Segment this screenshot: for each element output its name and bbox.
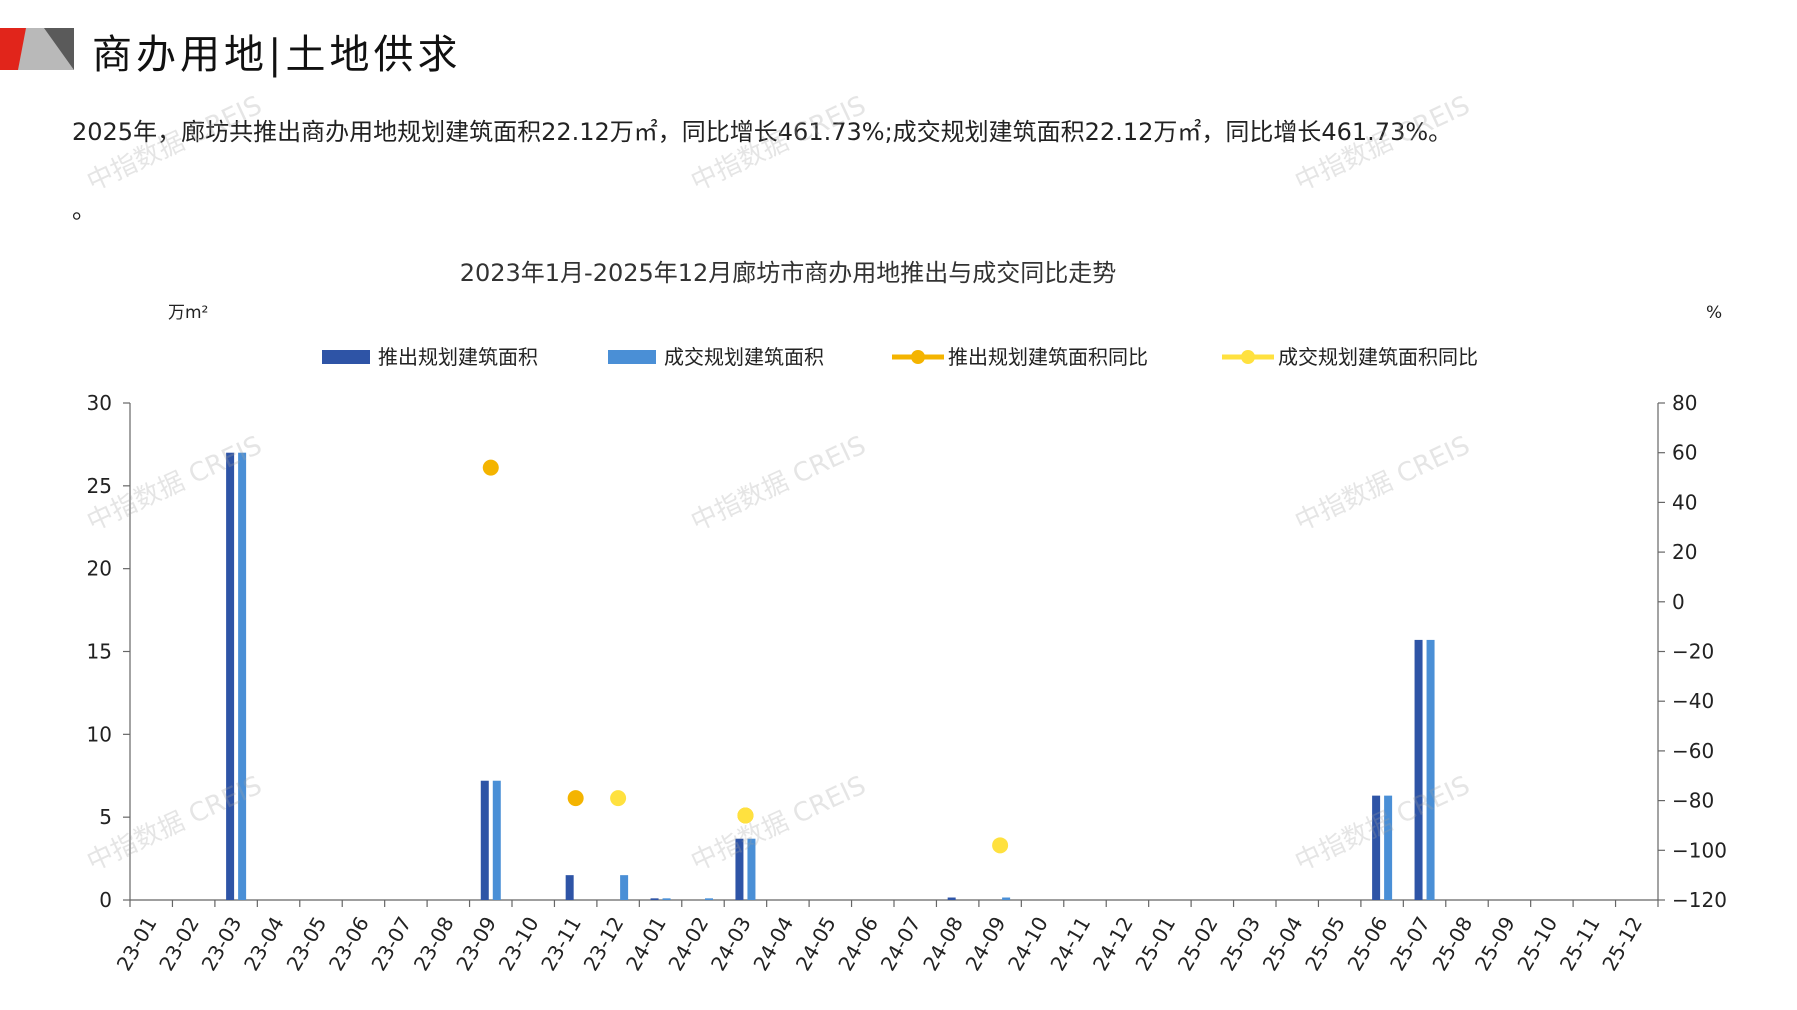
point-supply-yoy	[482, 459, 499, 476]
legend-label-2: 成交规划建筑面积	[664, 345, 824, 369]
bar-deal	[747, 838, 756, 900]
point-deal-yoy	[610, 790, 627, 807]
page-title: 商办用地|土地供求	[92, 32, 462, 78]
x-tick-label: 25-03	[1215, 913, 1265, 975]
y2-tick-label: 40	[1672, 490, 1697, 514]
legend-label-4: 成交规划建筑面积同比	[1278, 345, 1478, 369]
x-tick-label: 24-11	[1045, 913, 1095, 975]
y-tick-label: 10	[87, 722, 112, 746]
x-tick-label: 25-06	[1343, 913, 1393, 975]
bar-supply	[947, 897, 956, 900]
chart-title: 2023年1月-2025年12月廊坊市商办用地推出与成交同比走势	[460, 259, 1117, 287]
x-tick-label: 25-02	[1173, 913, 1223, 975]
summary-text-2: 。	[72, 196, 96, 224]
x-tick-label: 24-12	[1088, 913, 1138, 975]
x-tick-label: 25-05	[1300, 913, 1350, 975]
x-tick-label: 25-11	[1555, 913, 1605, 975]
y2-tick-label: −60	[1672, 739, 1714, 763]
bar-supply	[1372, 795, 1381, 900]
y2-tick-label: −40	[1672, 689, 1714, 713]
y2-tick-label: 20	[1672, 540, 1697, 564]
legend-label-3: 推出规划建筑面积同比	[948, 345, 1148, 369]
x-tick-label: 24-06	[833, 913, 883, 975]
y-tick-label: 15	[87, 640, 112, 664]
x-tick-label: 25-12	[1597, 913, 1647, 975]
x-tick-label: 24-09	[961, 913, 1011, 975]
x-tick-label: 25-01	[1130, 913, 1180, 975]
x-tick-label: 24-07	[876, 913, 926, 975]
bar-deal	[662, 898, 671, 900]
y-axis-label: 万m²	[168, 303, 208, 323]
bar-supply	[650, 898, 659, 900]
x-tick-label: 23-07	[366, 913, 416, 975]
x-tick-label: 23-02	[154, 913, 204, 975]
legend-marker-4	[1241, 350, 1255, 364]
bar-supply	[735, 838, 744, 900]
bar-supply	[565, 875, 574, 900]
y-tick-label: 25	[87, 474, 112, 498]
bar-supply	[1414, 639, 1423, 900]
x-tick-label: 25-04	[1258, 913, 1308, 975]
x-tick-label: 23-01	[112, 913, 162, 975]
x-tick-label: 24-08	[918, 913, 968, 975]
bar-deal	[238, 452, 247, 900]
bar-deal	[492, 780, 501, 900]
x-tick-label: 23-04	[239, 913, 289, 975]
x-tick-label: 25-07	[1385, 913, 1435, 975]
header-accent-logo	[0, 28, 74, 70]
y-tick-label: 5	[99, 805, 112, 829]
bar-supply	[226, 452, 235, 900]
bar-deal	[1002, 897, 1011, 900]
y2-tick-label: −120	[1672, 888, 1727, 912]
y2-tick-label: 0	[1672, 590, 1685, 614]
point-deal-yoy	[992, 837, 1009, 854]
summary-text: 2025年，廊坊共推出商办用地规划建筑面积22.12万㎡，同比增长461.73%…	[72, 118, 1453, 146]
y-tick-label: 20	[87, 557, 112, 581]
x-tick-label: 24-01	[621, 913, 671, 975]
legend-label-1: 推出规划建筑面积	[378, 345, 538, 369]
x-tick-label: 23-08	[409, 913, 459, 975]
bar-deal	[1426, 639, 1435, 900]
x-tick-label: 25-08	[1427, 913, 1477, 975]
legend-marker-3	[911, 350, 925, 364]
x-tick-label: 24-10	[1003, 913, 1053, 975]
y2-tick-label: 60	[1672, 441, 1697, 465]
x-tick-label: 24-04	[748, 913, 798, 975]
x-tick-label: 23-11	[536, 913, 586, 975]
point-supply-yoy	[567, 790, 584, 807]
legend-swatch-1	[322, 350, 370, 364]
y2-tick-label: −100	[1672, 838, 1727, 862]
x-tick-label: 23-09	[451, 913, 501, 975]
x-tick-label: 24-03	[706, 913, 756, 975]
y2-axis-label: %	[1706, 303, 1722, 323]
bar-deal	[1384, 795, 1393, 900]
y2-tick-label: 80	[1672, 391, 1697, 415]
x-tick-label: 23-05	[281, 913, 331, 975]
x-tick-label: 23-03	[197, 913, 247, 975]
y2-tick-label: −80	[1672, 789, 1714, 813]
legend-swatch-2	[608, 350, 656, 364]
x-tick-label: 24-05	[791, 913, 841, 975]
x-tick-label: 23-06	[324, 913, 374, 975]
x-tick-label: 23-10	[494, 913, 544, 975]
bar-supply	[480, 780, 489, 900]
bar-deal	[620, 875, 629, 900]
x-tick-label: 25-10	[1512, 913, 1562, 975]
y2-tick-label: −20	[1672, 640, 1714, 664]
y-tick-label: 0	[99, 888, 112, 912]
x-tick-label: 24-02	[663, 913, 713, 975]
x-tick-label: 23-12	[579, 913, 629, 975]
bar-deal	[705, 898, 713, 900]
y-tick-label: 30	[87, 391, 112, 415]
x-tick-label: 25-09	[1470, 913, 1520, 975]
point-deal-yoy	[737, 807, 754, 824]
